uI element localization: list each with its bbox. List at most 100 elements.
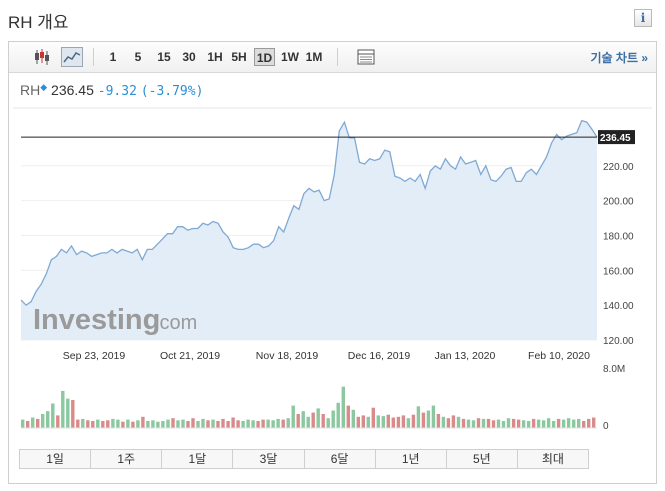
volume-bar bbox=[201, 418, 205, 428]
range-1m[interactable]: 1달 bbox=[162, 450, 234, 468]
volume-bar bbox=[276, 418, 280, 428]
range-max[interactable]: 최대 bbox=[541, 452, 564, 466]
volume-bar bbox=[106, 420, 110, 428]
volume-bar bbox=[211, 419, 215, 428]
volume-bar bbox=[256, 421, 260, 428]
x-tick-label: Feb 10, 2020 bbox=[528, 350, 590, 362]
volume-bar bbox=[306, 416, 310, 428]
volume-bar bbox=[491, 420, 496, 428]
range-1w[interactable]: 1주 bbox=[91, 450, 163, 468]
technical-chart-link[interactable]: 기술 차트 » bbox=[590, 51, 648, 65]
volume-bar bbox=[526, 421, 531, 428]
timeframe-1d[interactable]: 1D bbox=[254, 48, 275, 66]
volume-bar bbox=[506, 418, 511, 428]
volume-bar bbox=[116, 419, 120, 428]
volume-bar bbox=[481, 418, 486, 428]
volume-bar bbox=[176, 420, 180, 428]
volume-bar bbox=[196, 421, 200, 428]
timeframe-30[interactable]: 30 bbox=[182, 50, 196, 64]
line-chart-icon[interactable] bbox=[61, 47, 83, 67]
y-tick-label: 180.00 bbox=[603, 231, 634, 242]
volume-bar bbox=[391, 417, 395, 428]
watermark-brand: Investing bbox=[33, 304, 160, 336]
timeframe-1w[interactable]: 1W bbox=[281, 50, 299, 64]
volume-bar bbox=[181, 419, 185, 428]
volume-bar bbox=[326, 418, 330, 428]
timeframe-5h[interactable]: 5H bbox=[231, 50, 247, 64]
info-icon[interactable]: i bbox=[634, 9, 652, 27]
volume-bar bbox=[161, 421, 165, 428]
range-1d[interactable]: 1일 bbox=[20, 450, 92, 468]
volume-bar bbox=[81, 418, 85, 428]
volume-bar bbox=[511, 418, 516, 428]
volume-bar bbox=[376, 415, 380, 428]
price-line bbox=[20, 119, 598, 307]
volume-bar bbox=[582, 421, 586, 428]
candlestick-icon[interactable] bbox=[31, 47, 53, 67]
volume-bar bbox=[426, 410, 431, 428]
y-tick-label: 200.00 bbox=[603, 197, 634, 208]
volume-bar bbox=[121, 421, 125, 428]
volume-bar bbox=[131, 421, 135, 428]
volume-bar bbox=[361, 415, 365, 428]
volume-bar bbox=[271, 420, 275, 428]
timeframe-1h[interactable]: 1H bbox=[207, 50, 223, 64]
quote-line: RH◆ 236.45 -9.32 (-3.79%) bbox=[20, 82, 203, 99]
volume-bar bbox=[587, 418, 591, 428]
page-title: RH 개요 bbox=[8, 13, 69, 32]
volume-bar bbox=[351, 409, 355, 428]
investing-watermark: Investing .com bbox=[33, 304, 197, 336]
volume-bar bbox=[241, 421, 245, 428]
quote-change-pct: (-3.79%) bbox=[140, 84, 204, 99]
volume-bar bbox=[51, 403, 55, 428]
quote-price: 236.45 bbox=[51, 82, 94, 98]
timeframe-15[interactable]: 15 bbox=[157, 50, 171, 64]
volume-bar bbox=[76, 419, 80, 428]
data-table-icon[interactable] bbox=[355, 47, 377, 67]
timeframe-1m[interactable]: 1M bbox=[305, 50, 323, 64]
x-tick-label: Sep 23, 2019 bbox=[63, 350, 126, 362]
volume-bar bbox=[266, 419, 270, 428]
volume-bar bbox=[471, 420, 476, 428]
volume-bar bbox=[556, 418, 561, 428]
volume-bar bbox=[56, 415, 60, 428]
watermark-suffix: .com bbox=[154, 312, 197, 334]
range-3m[interactable]: 3달 bbox=[233, 450, 305, 468]
volume-bar bbox=[551, 421, 556, 428]
volume-bar bbox=[331, 410, 335, 428]
last-price-marker: 236.45 bbox=[598, 130, 635, 145]
chart-toolbar: 1 5 15 30 1H 5H 1D 1W 1M 기술 차트 » bbox=[9, 42, 656, 73]
volume-bar bbox=[86, 420, 90, 428]
volume-bar bbox=[166, 419, 170, 428]
volume-bar bbox=[546, 418, 551, 428]
timeframe-1[interactable]: 1 bbox=[109, 50, 117, 64]
volume-bar bbox=[221, 418, 225, 428]
volume-bar bbox=[216, 421, 220, 428]
volume-bar bbox=[156, 421, 160, 428]
volume-bar bbox=[501, 421, 506, 428]
volume-bar bbox=[291, 405, 295, 428]
range-5y[interactable]: 5년 bbox=[447, 450, 518, 468]
volume-bar bbox=[406, 418, 411, 428]
toolbar-divider bbox=[337, 48, 338, 66]
range-1y[interactable]: 1년 bbox=[376, 450, 447, 468]
range-6m[interactable]: 6달 bbox=[305, 450, 376, 468]
toolbar-divider bbox=[93, 48, 94, 66]
price-area bbox=[21, 120, 597, 340]
price-axis: 120.00 140.00 160.00 180.00 200.00 220.00 bbox=[603, 162, 634, 347]
volume-bar bbox=[461, 418, 466, 428]
volume-bar bbox=[536, 419, 541, 428]
volume-bar bbox=[316, 408, 320, 428]
volume-bar bbox=[46, 411, 50, 428]
volume-bar bbox=[61, 390, 65, 428]
volume-bar bbox=[516, 419, 521, 428]
volume-bar bbox=[346, 405, 350, 428]
volume-bar bbox=[126, 419, 130, 428]
timeframe-5[interactable]: 5 bbox=[134, 50, 142, 64]
volume-bar bbox=[71, 400, 75, 428]
volume-bar bbox=[431, 405, 436, 428]
volume-bar bbox=[151, 420, 155, 428]
volume-bar bbox=[386, 414, 390, 428]
volume-bar bbox=[321, 414, 325, 428]
volume-bar bbox=[592, 417, 596, 428]
